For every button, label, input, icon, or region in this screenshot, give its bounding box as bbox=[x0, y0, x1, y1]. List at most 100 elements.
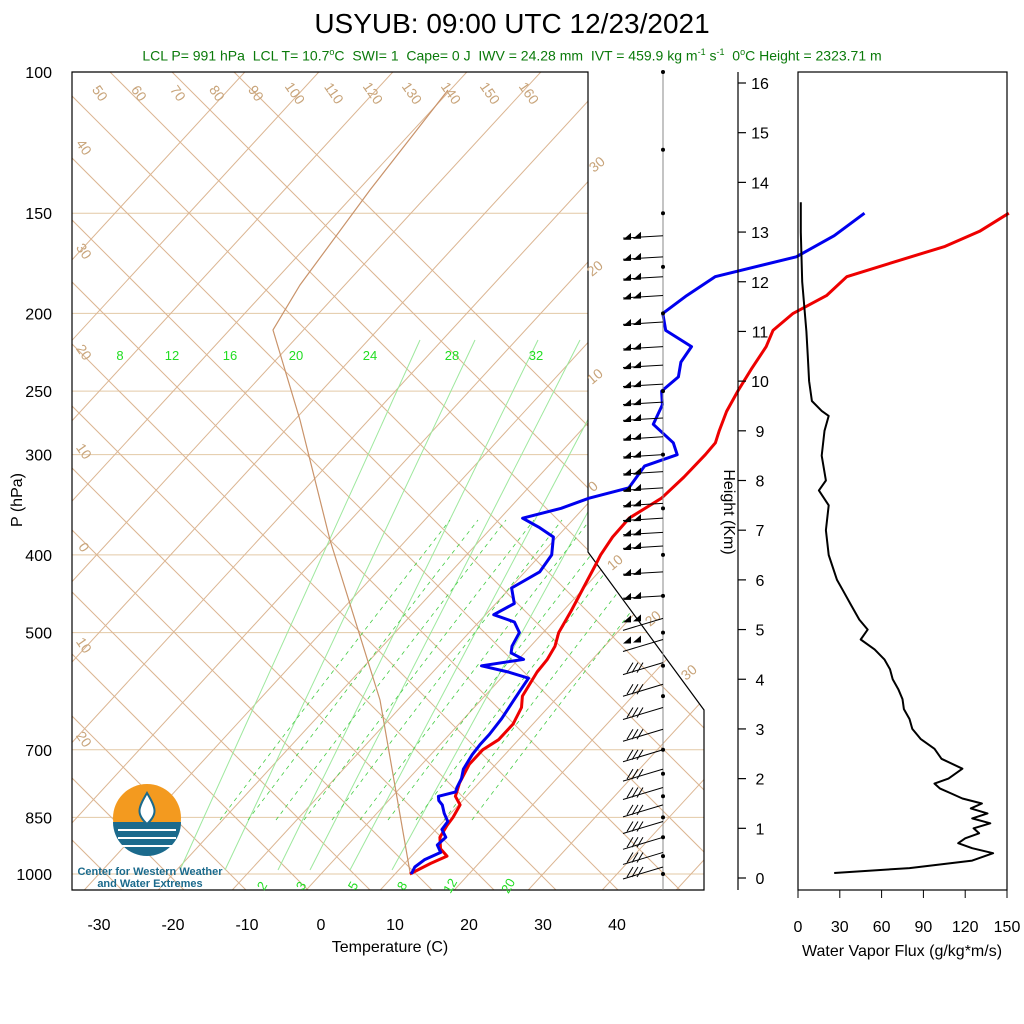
moist-adiabat-line bbox=[471, 519, 703, 821]
wind-barb-staff bbox=[622, 866, 664, 880]
wind-barb-feather bbox=[636, 662, 644, 673]
dry-adiabat-line bbox=[72, 72, 495, 890]
wind-barb bbox=[622, 272, 664, 281]
height-tick-label: 12 bbox=[751, 275, 769, 292]
flux-axis-title: Water Vapor Flux (g/kg*m/s) bbox=[802, 943, 1002, 960]
height-tick-label: 4 bbox=[756, 672, 765, 689]
pressure-tick-label: 400 bbox=[25, 548, 52, 565]
zero-c-stat: 0 bbox=[732, 47, 741, 64]
temperature-tick-label: 10 bbox=[386, 917, 404, 934]
moist-adiabat-line bbox=[415, 519, 647, 821]
height-tick-label: 7 bbox=[756, 523, 765, 540]
dry-adiabat-line bbox=[72, 72, 433, 890]
pressure-tick-label: 500 bbox=[25, 626, 52, 643]
adiabat-edge-label: 30 bbox=[678, 661, 700, 683]
wind-barb-flag bbox=[633, 413, 641, 421]
wind-barb bbox=[622, 361, 664, 370]
isotherm-label: 130 bbox=[399, 79, 426, 107]
wind-barb-flag bbox=[623, 292, 631, 300]
mixing-ratio-line bbox=[179, 339, 421, 871]
height-tick-label: 16 bbox=[751, 76, 769, 93]
mixing-ratio-line bbox=[349, 339, 631, 871]
isotherm-line bbox=[600, 72, 704, 890]
adiabat-edge-label: 10 bbox=[604, 551, 626, 573]
wind-barb-flag bbox=[633, 635, 641, 643]
wind-barb-feather bbox=[636, 866, 644, 878]
height-tick-label: 15 bbox=[751, 126, 769, 143]
pressure-tick-label: 100 bbox=[25, 65, 52, 82]
logo-line-2: and Water Extremes bbox=[97, 878, 203, 890]
wind-barb-staff bbox=[622, 851, 664, 865]
height-marker bbox=[661, 311, 665, 316]
height-marker bbox=[661, 211, 665, 216]
wind-barb-feather bbox=[636, 852, 644, 863]
wind-barb-feather bbox=[626, 729, 634, 740]
flux-tick-label: 60 bbox=[873, 919, 891, 936]
wind-barb bbox=[622, 768, 664, 782]
wind-barb bbox=[622, 483, 664, 492]
dry-adiabat-line bbox=[72, 72, 557, 890]
wind-barb-feather bbox=[636, 768, 644, 780]
wind-barb-feather bbox=[631, 866, 639, 878]
height-tick-label: 8 bbox=[756, 474, 765, 491]
pressure-tick-label: 250 bbox=[25, 384, 52, 401]
moist-adiabat-line bbox=[359, 519, 591, 821]
wind-barb-feather bbox=[631, 787, 639, 798]
wind-barb-flag bbox=[623, 451, 631, 459]
wind-barb-staff bbox=[622, 617, 664, 631]
mixing-ratio-label: 32 bbox=[529, 348, 543, 363]
isotherm-line bbox=[72, 72, 649, 890]
mixing-ratio-label: 24 bbox=[363, 348, 377, 363]
mixing-ratio-label: 8 bbox=[116, 348, 123, 363]
height-marker bbox=[661, 389, 665, 394]
mixing-ratio-label: 20 bbox=[498, 876, 518, 896]
parcel-path bbox=[272, 89, 449, 873]
height-tick-label: 13 bbox=[751, 225, 769, 242]
wind-barb-flag bbox=[623, 343, 631, 351]
isotherm-label: 90 bbox=[245, 82, 267, 104]
wind-barb-flag bbox=[633, 318, 641, 326]
wind-barb bbox=[622, 662, 664, 676]
wind-barb-flag bbox=[633, 398, 641, 406]
height-marker bbox=[661, 147, 665, 152]
logo-drop bbox=[138, 791, 156, 826]
dry-adiabat-line bbox=[72, 72, 704, 890]
temperature-tick-label: -10 bbox=[235, 917, 258, 934]
lcl-p-stat: LCL P= 991 hPa bbox=[142, 47, 245, 64]
height-marker bbox=[661, 794, 665, 799]
wind-barb-flag bbox=[623, 381, 631, 389]
dewpoint-profile bbox=[409, 211, 866, 875]
wind-barb-flag bbox=[623, 319, 631, 327]
background-lines bbox=[72, 72, 704, 890]
ivt-s: s bbox=[705, 47, 717, 64]
pressure-tick-label: 150 bbox=[25, 206, 52, 223]
wind-barb-staff bbox=[622, 804, 664, 818]
wind-barb bbox=[622, 635, 664, 652]
wind-barb bbox=[622, 499, 664, 508]
wind-barb-flag bbox=[623, 232, 631, 240]
lcl-t-unit: C bbox=[334, 47, 345, 64]
dry-adiabat-line bbox=[72, 72, 681, 890]
wind-barb-feather bbox=[626, 804, 634, 816]
wind-barb-flag bbox=[623, 253, 631, 261]
isotherm-line bbox=[72, 72, 353, 890]
wind-barb-staff bbox=[622, 786, 664, 800]
height-axis-title: Height (Km) bbox=[720, 469, 737, 554]
temperature-tick-label: -30 bbox=[87, 917, 110, 934]
moist-adiabat-line bbox=[387, 519, 619, 821]
temperature-tick-label: -20 bbox=[161, 917, 184, 934]
height-marker bbox=[661, 815, 665, 820]
wind-barb-feather bbox=[626, 768, 634, 780]
height-marker bbox=[661, 747, 665, 752]
adiabat-edge-label: 0 bbox=[585, 477, 601, 494]
mixing-ratio-label: 28 bbox=[445, 348, 459, 363]
temperature-tick-label: 40 bbox=[608, 917, 626, 934]
height-tick-label: 3 bbox=[756, 722, 765, 739]
height-marker bbox=[661, 630, 665, 635]
wind-barb-feather bbox=[626, 837, 634, 848]
wind-barb-feather bbox=[626, 684, 634, 695]
wind-barb-flag bbox=[633, 528, 641, 536]
height-tick-label: 6 bbox=[756, 573, 765, 590]
wind-barb-flag bbox=[623, 399, 631, 407]
adiabat-edge-label: 20 bbox=[584, 257, 606, 279]
